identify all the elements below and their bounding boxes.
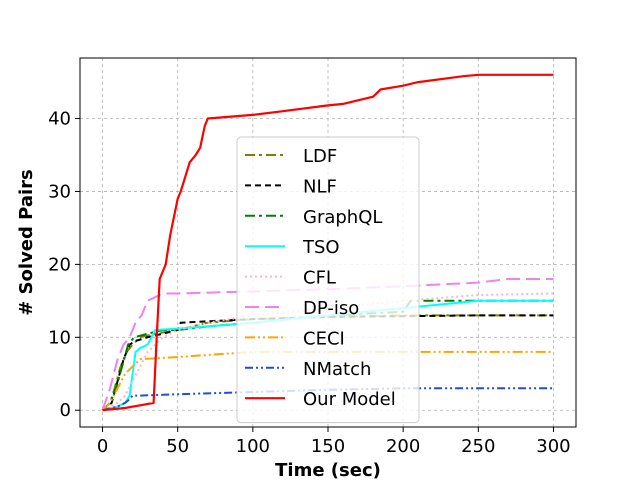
x-tick-label: 0 — [97, 436, 108, 457]
y-tick-label: 30 — [48, 181, 71, 202]
legend-label: TSO — [302, 237, 340, 258]
legend-label: NLF — [303, 176, 337, 197]
legend: LDF NLF GraphQL TSO CFL DP-iso CECI NMatch Our M… — [236, 136, 420, 424]
x-tick-label: 50 — [166, 436, 189, 457]
legend-label: NMatch — [303, 359, 371, 380]
legend-label: CECI — [303, 328, 345, 349]
legend-label: CFL — [303, 268, 336, 289]
legend-box — [236, 136, 420, 424]
legend-label: LDF — [303, 146, 337, 167]
legend-label: DP-iso — [303, 298, 359, 319]
series-line-our-model — [102, 73, 554, 412]
axis-ticks: 0 50 100 150 200 250 300 0 10 20 30 40 — [48, 109, 571, 457]
y-tick-label: 40 — [48, 109, 71, 130]
y-tick-label: 20 — [48, 254, 71, 275]
y-tick-label: 10 — [48, 327, 71, 348]
y-axis-label: # Solved Pairs — [16, 169, 37, 316]
x-tick-label: 300 — [536, 436, 570, 457]
series-line-dp-iso — [101, 278, 554, 411]
y-tick-label: 0 — [60, 400, 71, 421]
legend-label: Our Model — [303, 389, 396, 410]
legend-label: GraphQL — [303, 207, 382, 228]
x-tick-label: 200 — [386, 436, 420, 457]
x-tick-label: 100 — [236, 436, 270, 457]
x-tick-label: 150 — [311, 436, 345, 457]
x-tick-label: 250 — [461, 436, 495, 457]
x-axis-label: Time (sec) — [275, 460, 381, 480]
